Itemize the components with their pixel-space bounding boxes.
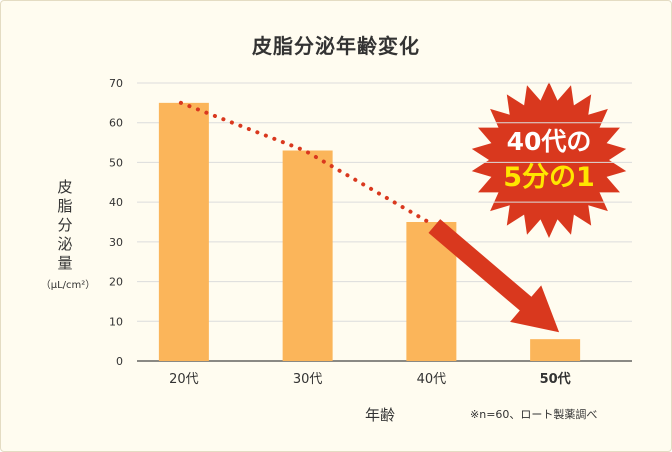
- x-tick-label: 20代: [169, 372, 199, 387]
- x-axis-label: 年齢: [364, 406, 395, 424]
- x-tick-label: 40代: [417, 372, 447, 387]
- bar-50代: [530, 339, 581, 361]
- bar-20代: [158, 102, 209, 361]
- y-axis-label: 皮脂分泌量: [57, 178, 73, 272]
- callout-text: 40代の 5分の1: [487, 124, 611, 196]
- decline-arrow: [428, 219, 560, 333]
- y-tick-label: 40: [109, 196, 123, 209]
- starburst-badge: [471, 82, 627, 238]
- x-tick-label: 30代: [293, 372, 323, 387]
- y-tick-label: 10: [109, 315, 123, 328]
- y-tick-label: 50: [109, 156, 123, 169]
- y-tick-label: 20: [109, 276, 123, 289]
- trend-dotted-line: [178, 100, 431, 224]
- y-tick-label: 30: [109, 236, 123, 249]
- callout-line-2: 5分の1: [503, 162, 595, 193]
- y-tick-label: 70: [109, 77, 123, 90]
- chart-title: 皮脂分泌年齢変化: [252, 34, 420, 58]
- y-axis-unit: （μL/cm²）: [40, 280, 96, 291]
- y-tick-label: 60: [109, 117, 123, 130]
- source-note: ※n=60、ロート製薬調べ: [470, 408, 598, 421]
- x-tick-label: 50代: [540, 371, 571, 387]
- callout-line-1: 40代の: [506, 127, 592, 156]
- y-tick-label: 0: [116, 355, 123, 368]
- bar-30代: [282, 150, 333, 361]
